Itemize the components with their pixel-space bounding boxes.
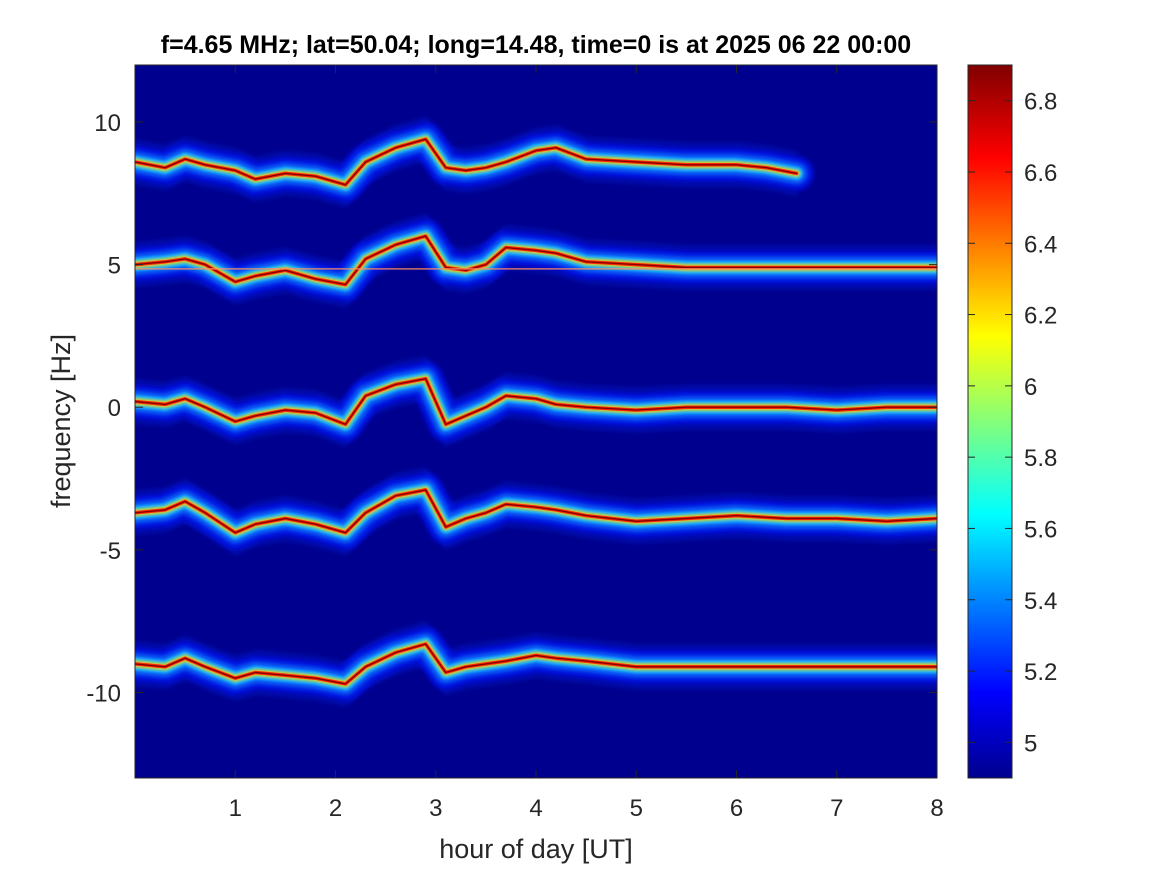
- colorbar-tick-label: 5: [1024, 730, 1037, 757]
- y-tick-label: 0: [108, 395, 121, 422]
- chart-title: f=4.65 MHz; lat=50.04; long=14.48, time=…: [161, 31, 911, 59]
- x-tick-label: 4: [529, 795, 542, 822]
- x-tick-label: 7: [830, 795, 843, 822]
- plot-content: [135, 117, 937, 706]
- y-tick-label: 10: [94, 110, 121, 137]
- colorbar-tick-label: 6.4: [1024, 231, 1057, 258]
- colorbar-tick-label: 5.2: [1024, 659, 1057, 686]
- y-tick-label: -5: [100, 538, 121, 565]
- colorbar-tick-label: 6.6: [1024, 160, 1057, 187]
- colorbar-tick-label: 6.2: [1024, 303, 1057, 330]
- colorbar-tick-label: 5.6: [1024, 516, 1057, 543]
- colorbar-tick-label: 5.8: [1024, 445, 1057, 472]
- x-tick-label: 8: [930, 795, 943, 822]
- x-tick-label: 1: [229, 795, 242, 822]
- spectral-ridge: [135, 468, 937, 555]
- colorbar-tick-label: 6.8: [1024, 89, 1057, 116]
- x-tick-label: 2: [329, 795, 342, 822]
- colorbar-ticks: 6.8 6.6 6.4 6.2 6 5.8 5.6 5.4 5.2 5: [968, 89, 1057, 757]
- spectral-ridge: [135, 117, 814, 207]
- y-tick-label: -10: [86, 680, 121, 707]
- colorbar-tick-label: 6: [1024, 374, 1037, 401]
- y-axis: 10 5 0 -5 -10: [86, 110, 937, 707]
- y-tick-label: 5: [108, 253, 121, 280]
- colorbar-tick-label: 5.4: [1024, 588, 1057, 615]
- x-tick-label: 6: [730, 795, 743, 822]
- spectral-ridge: [135, 622, 937, 706]
- spectral-ridge: [135, 357, 937, 446]
- x-tick-label: 3: [429, 795, 442, 822]
- x-axis-label: hour of day [UT]: [439, 834, 633, 864]
- y-axis-label: frequency [Hz]: [46, 334, 76, 508]
- x-axis: 1 2 3 4 5 6 7 8: [229, 65, 944, 822]
- x-tick-label: 5: [630, 795, 643, 822]
- colorbar: [967, 64, 1013, 779]
